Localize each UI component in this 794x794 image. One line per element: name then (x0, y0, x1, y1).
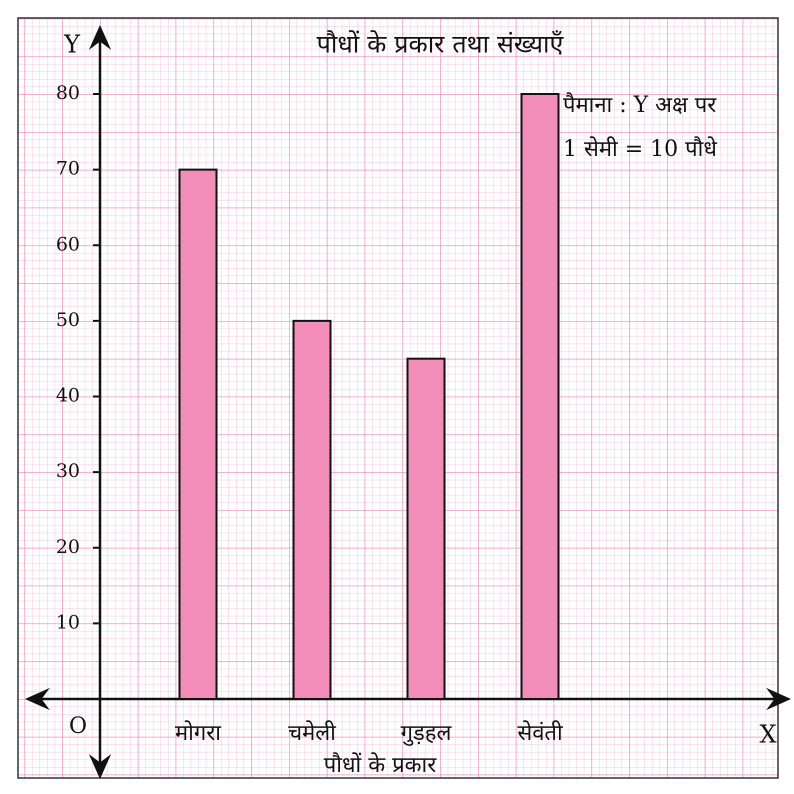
y-tick-label: 20 (56, 536, 80, 558)
scale-note: पैमाना : Y अक्ष पर (563, 92, 717, 118)
y-tick-label: 40 (56, 385, 80, 407)
arrow (24, 687, 50, 711)
y-tick-label: 50 (56, 309, 80, 331)
x-axis-name: X (759, 721, 776, 749)
frame (17, 17, 779, 779)
bar (178, 168, 218, 700)
x-axis-label: पौधों के प्रकार (324, 752, 437, 778)
arrow (88, 24, 112, 50)
y-tick-label: 60 (56, 233, 80, 255)
bar (292, 319, 332, 700)
x-tick-label: सेवंती (517, 720, 563, 746)
arrow (88, 754, 112, 780)
y-tick-label: 10 (56, 611, 80, 633)
y-tick-label: 80 (56, 82, 80, 104)
origin-label: O (69, 714, 87, 739)
chart-title: पौधों के प्रकार तथा संख्याएँ (317, 30, 565, 59)
y-tick-label: 30 (56, 460, 80, 482)
grid-major (18, 18, 778, 778)
x-tick-label: गुड़हल (401, 721, 453, 746)
x-tick-label: चमेली (288, 720, 336, 746)
y-tick-label: 70 (56, 158, 80, 180)
arrow (766, 687, 792, 711)
scale-note: 1 सेमी = 10 पौधे (563, 136, 717, 162)
y-axis-name: Y (63, 31, 81, 59)
bar (520, 93, 560, 700)
bar (406, 357, 446, 700)
x-tick-label: मोगरा (175, 720, 221, 746)
